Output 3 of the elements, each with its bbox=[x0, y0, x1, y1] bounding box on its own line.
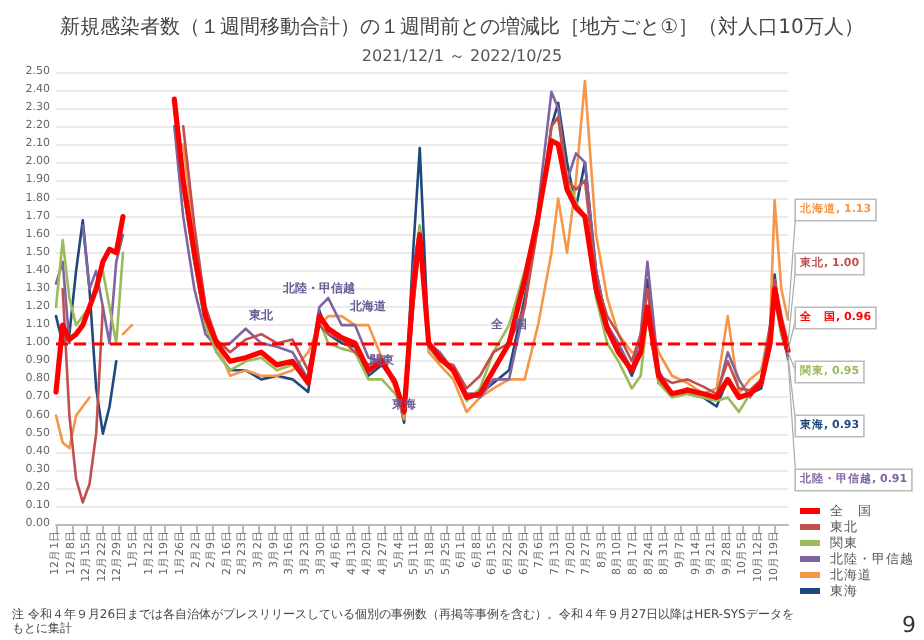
chart-subtitle: 2021/12/1 ～ 2022/10/25 bbox=[361, 47, 563, 65]
text: 9 bbox=[902, 612, 916, 638]
chart-title: 新規感染者数（１週間移動合計）の１週間前との増減比［地方ごと①］（対人口10万人） bbox=[60, 15, 864, 39]
